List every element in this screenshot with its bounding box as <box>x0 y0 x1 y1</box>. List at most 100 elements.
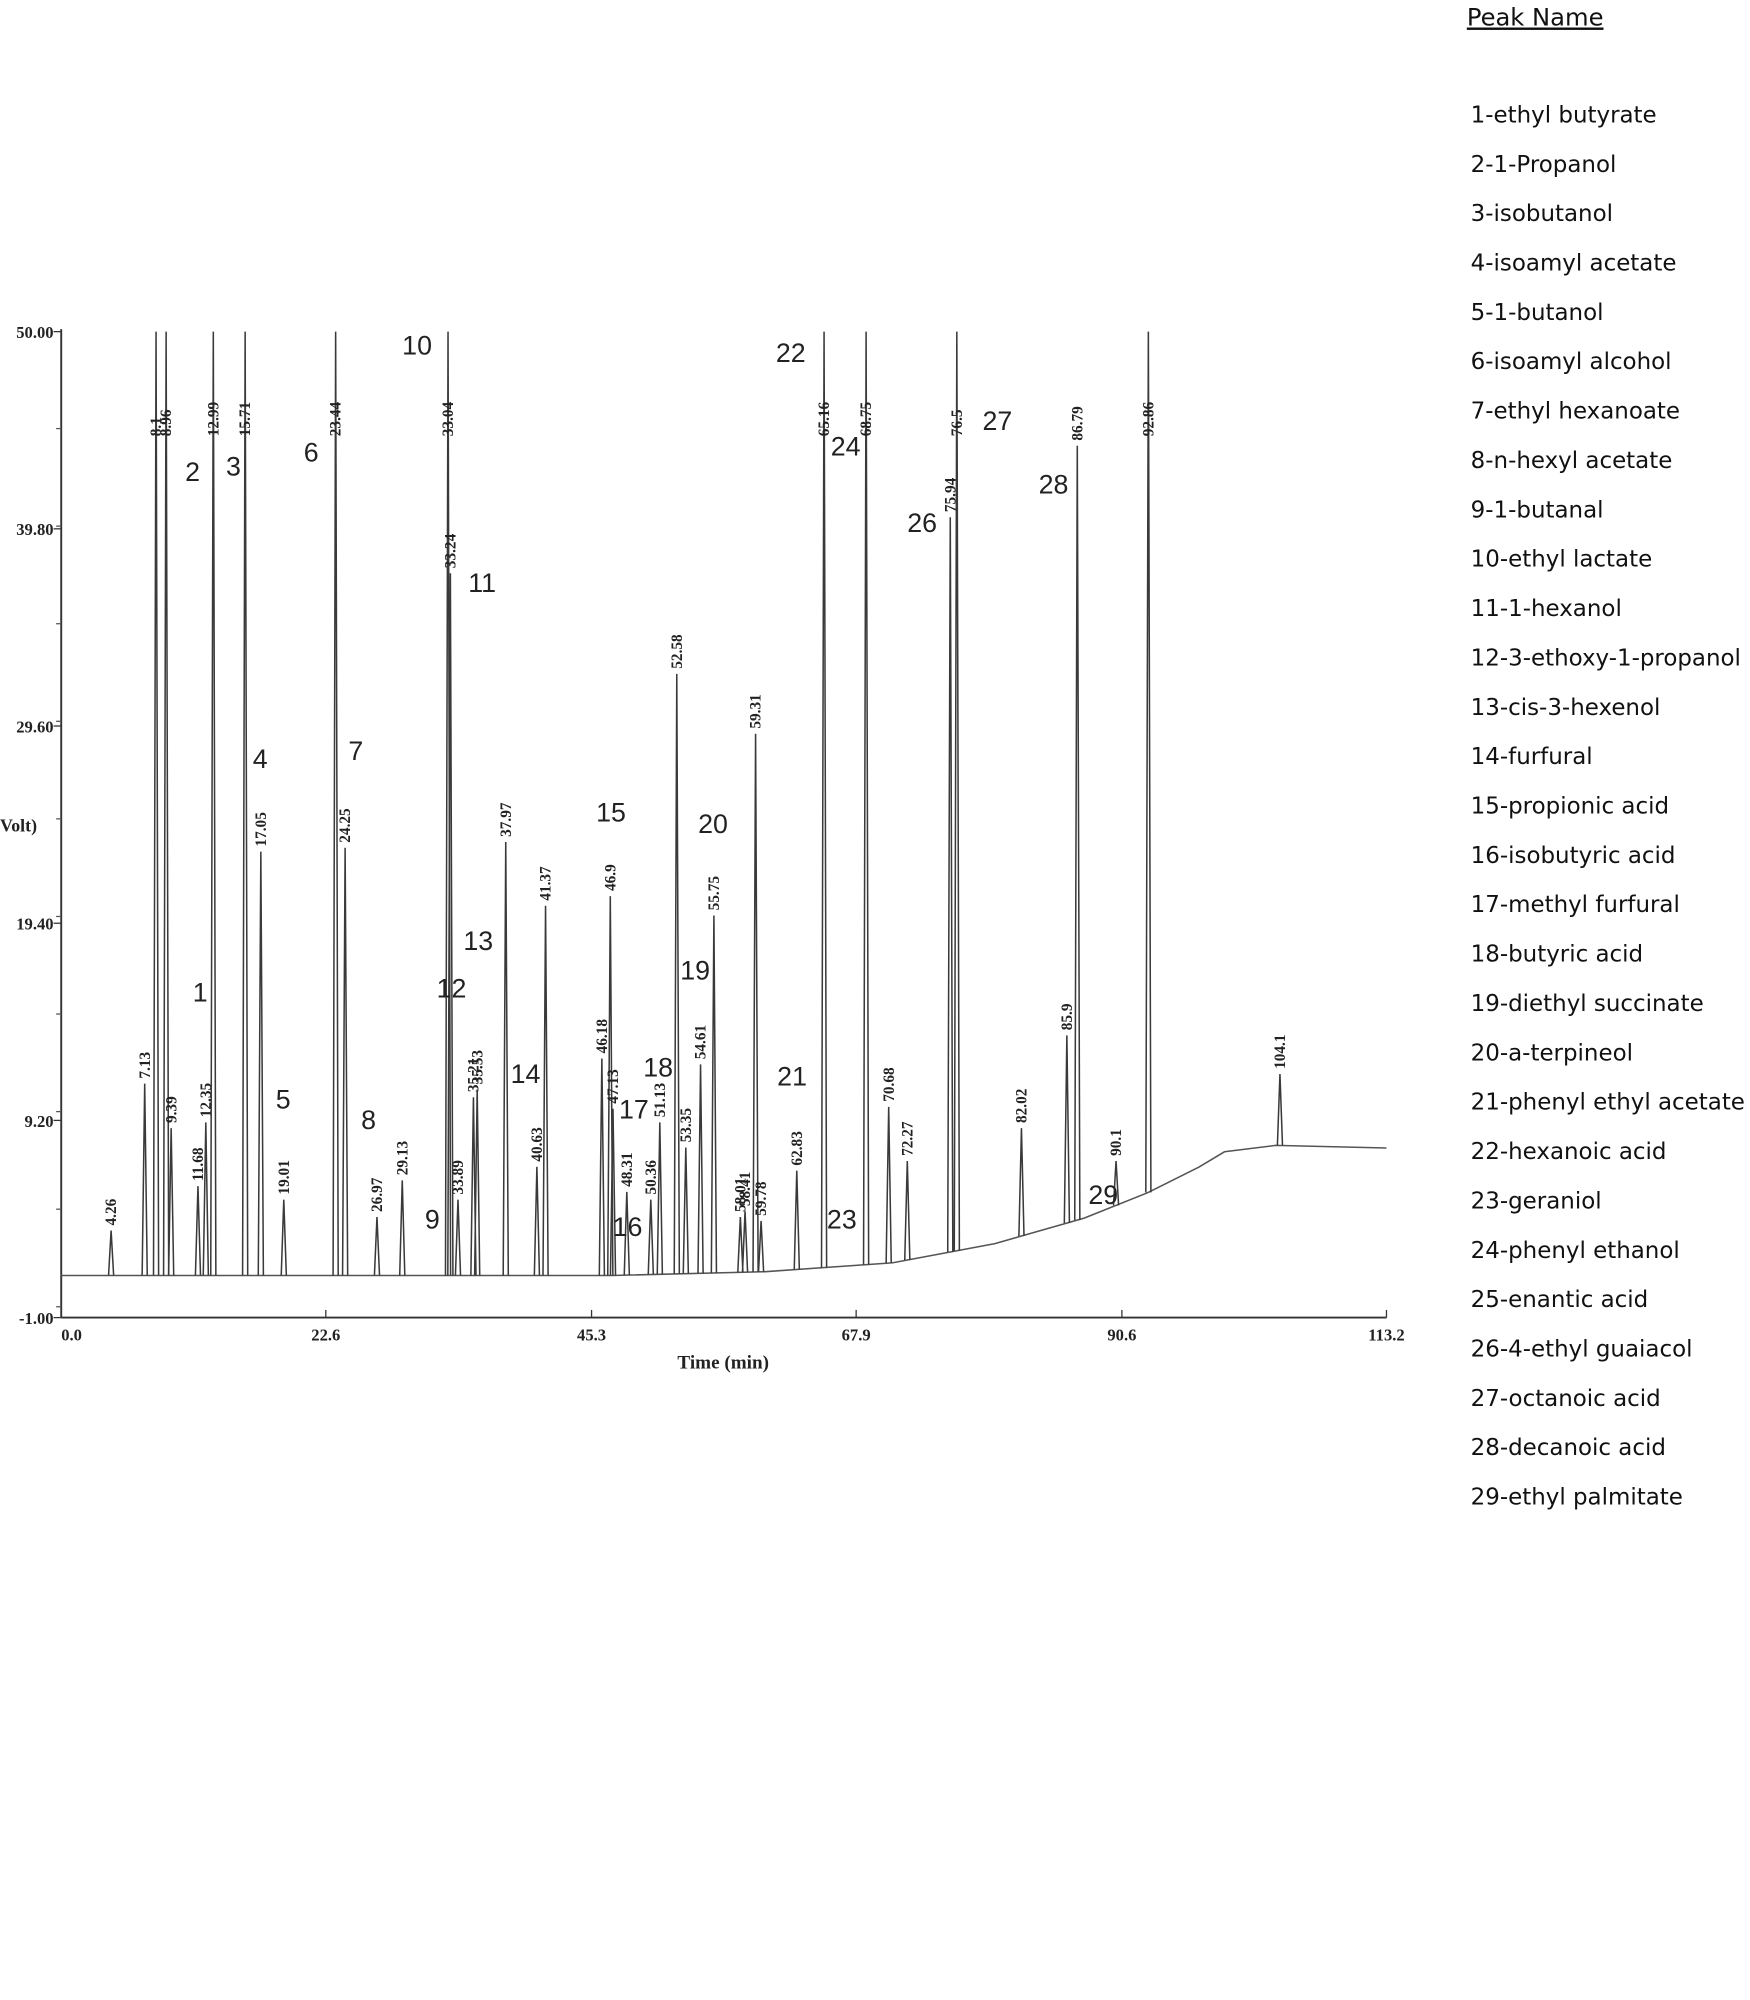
x-tick-label: 90.6 <box>1107 1326 1136 1345</box>
peak <box>609 1108 617 1276</box>
legend-item: 19-diethyl succinate <box>1471 991 1704 1017</box>
y-tick-label: 50.00 <box>16 323 53 342</box>
peak <box>542 905 549 1276</box>
peak <box>793 1170 801 1270</box>
peak-time-label: 15.71 <box>237 402 254 436</box>
peak <box>152 331 160 1276</box>
legend-item: 8-n-hexyl acetate <box>1471 448 1673 474</box>
peak-time-label: 62.83 <box>789 1131 806 1166</box>
y-tick-label: 19.40 <box>16 915 53 934</box>
peak-time-label: 46.9 <box>602 864 619 891</box>
peak <box>673 673 681 1274</box>
peak-number: 9 <box>425 1204 440 1234</box>
peak <box>502 842 510 1276</box>
peak-time-label: 4.26 <box>103 1198 120 1225</box>
peak-time-label: 17.05 <box>253 812 270 847</box>
peak-number: 27 <box>983 406 1013 436</box>
peak <box>598 1058 606 1276</box>
peak <box>647 1199 655 1275</box>
peak-time-label: 76.5 <box>949 409 966 436</box>
peak <box>656 1122 664 1275</box>
peak <box>167 1128 175 1276</box>
peak-time-label: 58.01 <box>732 1178 749 1212</box>
x-tick-label: 0.0 <box>61 1326 82 1345</box>
legend-item: 20-a-terpineol <box>1471 1040 1633 1066</box>
peak <box>241 331 249 1276</box>
peak-time-label: 35.53 <box>469 1050 486 1085</box>
peak-time-label: 50.36 <box>643 1160 660 1195</box>
peak-time-label: 23.44 <box>328 401 345 436</box>
peak-time-label: 48.31 <box>619 1152 636 1186</box>
peak <box>533 1166 541 1276</box>
peak-time-label: 35.21 <box>466 1058 483 1092</box>
legend-item: 12-3-ethoxy-1-propanol <box>1471 645 1741 671</box>
peak-number: 22 <box>776 338 806 368</box>
peak <box>209 331 217 1276</box>
peak <box>623 1191 631 1276</box>
x-tick-label: 67.9 <box>842 1326 871 1345</box>
peak-time-label: 8.1 <box>148 417 165 436</box>
y-tick-label: 29.60 <box>16 717 53 736</box>
legend-item: 28-decanoic acid <box>1471 1435 1666 1461</box>
legend-item: 11-1-hexanol <box>1471 596 1622 622</box>
peak <box>202 1122 210 1276</box>
peak-number: 4 <box>253 744 268 774</box>
peak <box>903 1160 911 1261</box>
peak-time-label: 82.02 <box>1014 1089 1031 1123</box>
peak-number: 14 <box>511 1059 541 1089</box>
legend-item: 14-furfural <box>1471 744 1593 770</box>
legend-item: 27-octanoic acid <box>1471 1386 1661 1412</box>
legend-item: 15-propionic acid <box>1471 794 1669 820</box>
legend-item: 16-isobutyric acid <box>1471 843 1676 869</box>
peak <box>752 733 759 1272</box>
legend-item: 7-ethyl hexanoate <box>1471 399 1680 425</box>
peak <box>1112 1160 1120 1206</box>
peak <box>946 517 954 1252</box>
peak <box>1063 1035 1071 1224</box>
peak-time-label: 65.16 <box>816 401 833 436</box>
x-tick-label: 113.2 <box>1368 1326 1404 1345</box>
x-axis-label: Time (min) <box>677 1353 769 1374</box>
peak <box>741 1211 749 1273</box>
legend-item: 6-isoamyl alcohol <box>1471 349 1672 375</box>
peak-time-label: 41.37 <box>538 866 555 901</box>
peak-number: 6 <box>304 438 319 468</box>
peak-time-label: 59.31 <box>748 694 765 728</box>
peak-number: 19 <box>680 956 710 986</box>
peak-time-label: 85.9 <box>1059 1003 1076 1030</box>
legend-item: 17-methyl furfural <box>1471 892 1680 918</box>
legend-item: 10-ethyl lactate <box>1471 547 1653 573</box>
peak-time-label: 7.13 <box>137 1051 154 1078</box>
peak <box>682 1147 690 1274</box>
peak <box>398 1180 406 1276</box>
legend-item: 13-cis-3-hexenol <box>1471 695 1661 721</box>
peak <box>447 573 454 1276</box>
y-tick-label: 9.20 <box>25 1112 54 1131</box>
peak-time-label: 40.63 <box>529 1127 546 1162</box>
peak <box>885 1106 893 1264</box>
peak-time-label: 9.39 <box>163 1096 180 1123</box>
peak <box>862 331 870 1265</box>
legend-item: 4-isoamyl acetate <box>1471 251 1677 277</box>
peak-number: 20 <box>698 809 728 839</box>
x-tick-label: 22.6 <box>311 1326 340 1345</box>
peak-number: 15 <box>596 797 626 827</box>
peak <box>194 1186 202 1276</box>
peak-time-label: 33.24 <box>442 533 459 568</box>
peak-time-label: 86.79 <box>1069 406 1086 441</box>
peak-time-label: 24.25 <box>337 808 354 843</box>
peak-time-label: 72.27 <box>899 1121 916 1156</box>
peak-time-label: 8.96 <box>158 409 175 436</box>
peak-number: 3 <box>226 452 241 482</box>
peak-time-label: 58.41 <box>737 1172 754 1206</box>
peak <box>162 331 170 1276</box>
peak <box>737 1217 744 1273</box>
peak <box>257 851 265 1276</box>
peak-time-label: 29.13 <box>394 1140 411 1175</box>
peak-number: 2 <box>185 457 200 487</box>
peak-number: 1 <box>193 977 208 1007</box>
y-axis-label: Volt) <box>0 816 37 837</box>
peak-time-label: 19.01 <box>276 1160 293 1194</box>
legend-item: 18-butyric acid <box>1471 942 1643 968</box>
peak-time-label: 59.78 <box>753 1181 770 1216</box>
